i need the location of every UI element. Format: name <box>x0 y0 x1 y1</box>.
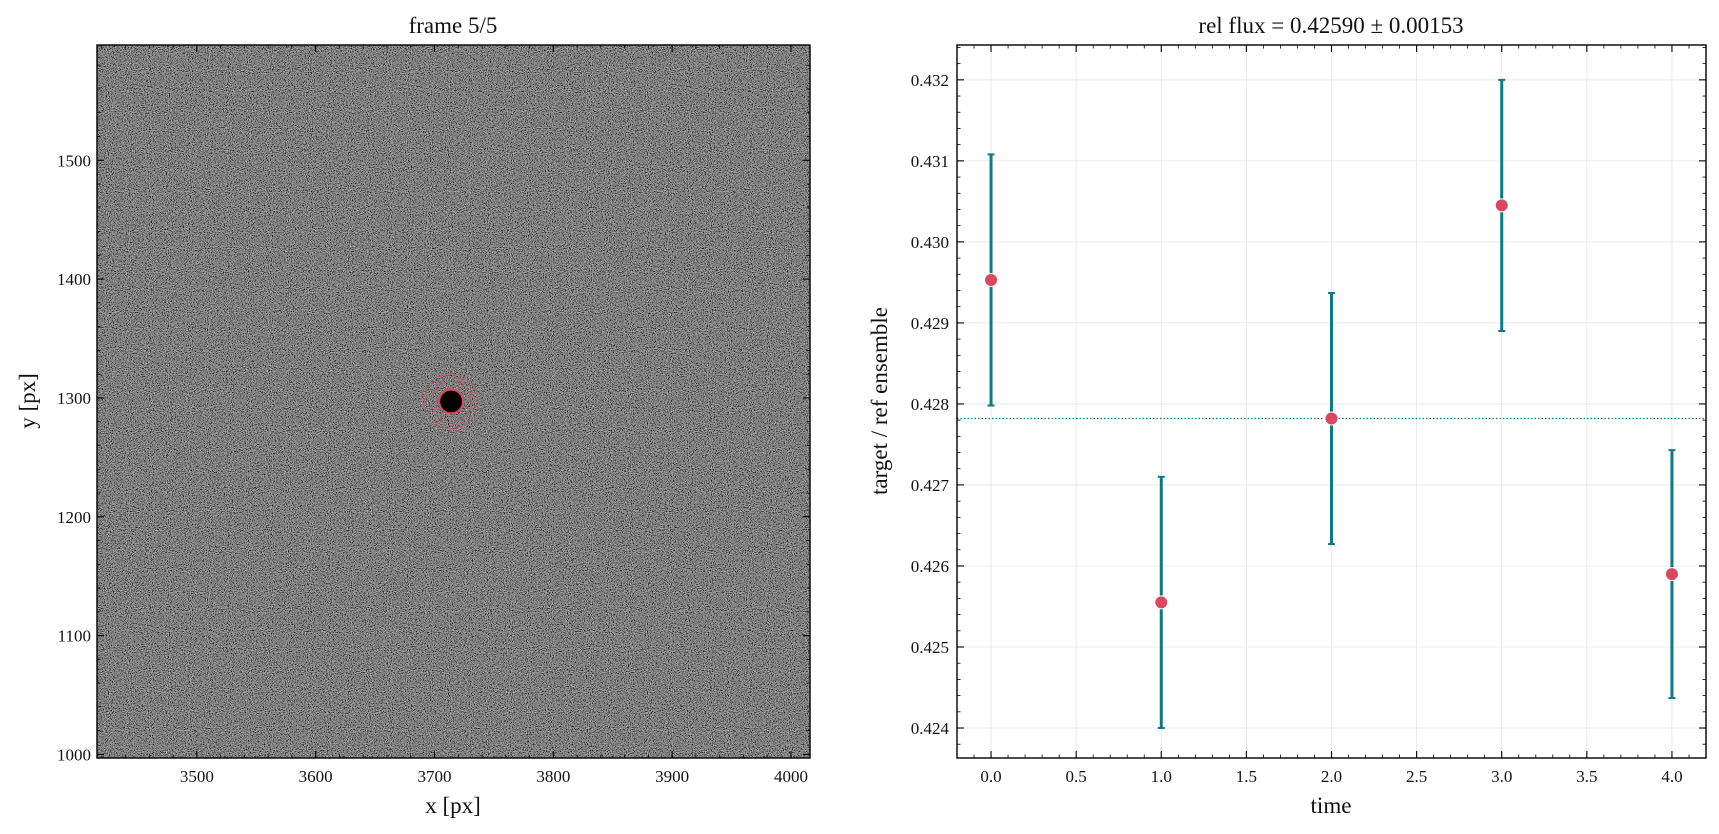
image-x-ticks: 3500 3600 3700 3800 3900 4000 <box>101 45 808 786</box>
lightcurve-y-tick-label: 0.428 <box>911 395 949 414</box>
data-point <box>1664 567 1679 582</box>
image-y-tick-label: 1400 <box>57 270 91 289</box>
annulus-inner-ring <box>430 381 472 422</box>
image-y-tick-label: 1500 <box>57 151 91 170</box>
image-area <box>97 45 810 758</box>
image-x-tick-label: 3900 <box>655 767 689 786</box>
annulus-outer-ring <box>423 374 479 429</box>
lightcurve-x-tick-label: 0.5 <box>1066 767 1087 786</box>
lightcurve-y-tick-label: 0.426 <box>911 557 949 576</box>
lightcurve-y-tick-label: 0.432 <box>911 71 949 90</box>
lightcurve-title: rel flux = 0.42590 ± 0.00153 <box>1198 13 1463 38</box>
data-point <box>1154 595 1169 610</box>
image-x-tick-label: 4000 <box>774 767 808 786</box>
image-x-tick-label: 3500 <box>180 767 214 786</box>
lightcurve-x-tick-label: 2.0 <box>1321 767 1342 786</box>
data-point <box>984 272 999 287</box>
lightcurve-x-label: time <box>1311 793 1352 818</box>
image-y-label: y [px] <box>15 373 40 429</box>
lightcurve-x-tick-label: 2.5 <box>1406 767 1427 786</box>
image-x-label: x [px] <box>425 793 481 818</box>
lightcurve-y-tick-label: 0.424 <box>911 719 950 738</box>
aperture-circle <box>438 388 465 415</box>
lightcurve-x-tick-label: 1.0 <box>1151 767 1172 786</box>
lightcurve-x-tick-label: 0.0 <box>980 767 1001 786</box>
lightcurve-y-tick-label: 0.429 <box>911 314 949 333</box>
lightcurve-y-label: target / ref ensemble <box>867 307 892 495</box>
image-y-tick-label: 1100 <box>58 627 91 646</box>
lightcurve-x-tick-label: 1.5 <box>1236 767 1257 786</box>
image-y-tick-label: 1200 <box>57 508 91 527</box>
image-x-tick-label: 3600 <box>299 767 333 786</box>
image-y-ticks: 1000 1100 1200 1300 1400 1500 <box>57 64 810 764</box>
aperture-marker <box>423 374 479 429</box>
lightcurve-y-tick-label: 0.430 <box>911 233 949 252</box>
lightcurve-y-ticks: 0.424 0.425 0.426 0.427 0.428 0.429 0.430 0.431… <box>911 47 1706 745</box>
lightcurve-x-tick-label: 3.5 <box>1576 767 1597 786</box>
lightcurve-y-tick-label: 0.425 <box>911 638 949 657</box>
image-x-tick-label: 3800 <box>536 767 570 786</box>
image-y-tick-label: 1000 <box>57 745 91 764</box>
image-title: frame 5/5 <box>409 13 498 38</box>
lightcurve-y-tick-label: 0.427 <box>911 476 950 495</box>
data-points <box>984 198 1679 610</box>
lightcurve-x-tick-label: 4.0 <box>1661 767 1682 786</box>
data-point <box>1494 198 1509 213</box>
image-y-tick-label: 1300 <box>57 389 91 408</box>
lightcurve-y-tick-label: 0.431 <box>911 152 949 171</box>
image-panel: frame 5/5 3500 3600 3700 3800 3900 4000 10001… <box>15 13 811 818</box>
data-point <box>1324 411 1339 426</box>
image-x-tick-label: 3700 <box>417 767 451 786</box>
image-frame <box>96 44 811 759</box>
lightcurve-x-ticks: 0.0 0.5 1.0 1.5 2.0 2.5 3.0 3.5 4.0 <box>973 45 1690 786</box>
lightcurve-x-tick-label: 3.0 <box>1491 767 1512 786</box>
lightcurve-panel: rel flux = 0.42590 ± 0.00153 0.0 0.5 1.0 1.… <box>867 13 1707 818</box>
